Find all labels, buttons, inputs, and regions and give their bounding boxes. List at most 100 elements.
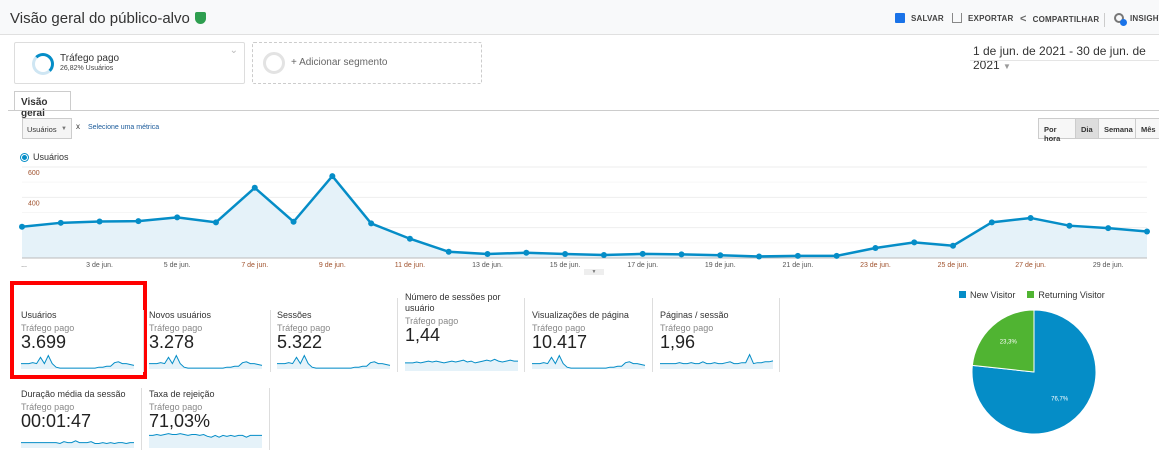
- x-tick-label: 11 de jun.: [394, 262, 426, 269]
- chevron-down-icon[interactable]: ⌄: [229, 45, 238, 56]
- add-segment-button[interactable]: + Adicionar segmento: [252, 42, 482, 84]
- data-point: [368, 220, 375, 227]
- sparkline-fill: [660, 354, 773, 369]
- metric-card[interactable]: Sessões Tráfego pago 5.322: [277, 310, 405, 369]
- highlight-box: [10, 281, 147, 379]
- export-label: EXPORTAR: [968, 13, 1014, 23]
- legend-new-label: New Visitor: [970, 290, 1016, 300]
- x-tick-label: 29 de jun.: [1092, 262, 1124, 269]
- sparkline-line: [21, 440, 134, 445]
- sparkline-fill: [277, 355, 390, 369]
- metric-card[interactable]: Taxa de rejeição Tráfego pago 71,03%: [149, 389, 277, 448]
- data-point: [135, 218, 142, 225]
- metric-name: Novos usuários: [149, 310, 212, 320]
- metric-segment: Tráfego pago: [149, 323, 203, 333]
- pie-slice-label: 76,7%: [1051, 397, 1069, 403]
- save-button[interactable]: SALVAR: [895, 13, 944, 23]
- sparkline-line: [21, 354, 135, 369]
- share-label: COMPARTILHAR: [1032, 14, 1100, 24]
- share-button[interactable]: < COMPARTILHAR: [1020, 13, 1099, 25]
- metric-divider: [141, 388, 142, 450]
- data-point: [445, 248, 452, 255]
- visitor-pie-chart: 76,7% 23,3%: [971, 309, 1097, 435]
- pie-slice-label: 23,3%: [1000, 339, 1018, 345]
- data-point: [290, 218, 297, 225]
- date-underline: [970, 60, 1159, 61]
- sparkline-line: [149, 433, 262, 438]
- x-tick-label: 5 de jun.: [163, 262, 191, 269]
- metric-divider: [270, 310, 271, 372]
- chart-legend: Usuários: [21, 152, 69, 162]
- data-point: [833, 252, 840, 259]
- select-metric-link[interactable]: Selecione uma métrica: [88, 124, 160, 131]
- data-point: [96, 218, 103, 225]
- metric-name: Número de sessões por usuário: [405, 292, 501, 313]
- sparkline-fill: [149, 355, 262, 369]
- granularity-week[interactable]: Semana: [1098, 118, 1136, 139]
- data-point: [406, 235, 413, 242]
- metric-name: Usuários: [21, 310, 57, 320]
- series-line: [21, 174, 1148, 258]
- sparkline-fill: [149, 433, 262, 448]
- metric-sparkline: [149, 433, 262, 448]
- chart-resize-handle[interactable]: ▼: [584, 269, 604, 275]
- metric-value: 10.417: [532, 332, 588, 352]
- segment-name: Tráfego pago: [60, 53, 120, 64]
- save-icon: [895, 13, 905, 23]
- page-title: Visão geral do público-alvo: [10, 10, 206, 27]
- metric-sparkline: [21, 440, 134, 448]
- metric-card[interactable]: Duração média da sessão Tráfego pago 00:01…: [21, 389, 149, 448]
- metric-sparkline: [149, 354, 263, 369]
- metric-card[interactable]: Usuários Tráfego pago 3.699: [21, 310, 149, 369]
- granularity-day[interactable]: Dia: [1075, 118, 1099, 139]
- data-point: [678, 251, 685, 258]
- granularity-hourly[interactable]: Por hora: [1038, 118, 1076, 143]
- legend-returning-visitor: Returning Visitor: [1027, 290, 1105, 300]
- share-icon: <: [1020, 13, 1027, 25]
- pie-slice: [971, 309, 1035, 373]
- dropdown-arrow-icon: ▼: [1003, 62, 1011, 71]
- metric-card[interactable]: Número de sessões por usuário Tráfego pag…: [405, 292, 533, 371]
- data-point: [872, 244, 879, 251]
- data-point: [329, 173, 336, 180]
- data-point: [19, 223, 25, 230]
- remove-metric-button[interactable]: x: [76, 122, 80, 131]
- metric-card[interactable]: Páginas / sessão Tráfego pago 1,96: [660, 310, 788, 369]
- tab-overview[interactable]: Visão geral: [14, 91, 71, 119]
- metric-divider: [397, 298, 398, 372]
- legend-dot-icon: [21, 153, 28, 161]
- data-point: [1066, 222, 1073, 229]
- sparkline-fill: [21, 355, 134, 369]
- page-title-text: Visão geral do público-alvo: [10, 10, 190, 27]
- data-point: [57, 219, 64, 226]
- metric-dropdown-value: Usuários: [27, 125, 57, 134]
- legend-new-visitor: New Visitor: [959, 290, 1015, 300]
- metric-value: 1,96: [660, 332, 696, 352]
- x-tick-label: 17 de jun.: [627, 262, 659, 269]
- data-point: [600, 251, 607, 258]
- toolbar-divider: [1104, 13, 1105, 27]
- x-tick-label: 23 de jun.: [860, 262, 891, 269]
- date-range-picker[interactable]: 1 de jun. de 2021 - 30 de jun. de 2021 ▼: [973, 44, 1159, 72]
- segment-card-paid-traffic[interactable]: Tráfego pago 26,82% Usuários ⌄: [14, 42, 245, 84]
- sparkline-fill: [532, 355, 645, 369]
- metric-name: Sessões: [277, 310, 312, 320]
- metric-card[interactable]: Novos usuários Tráfego pago 3.278: [149, 310, 277, 369]
- tab-divider: [8, 110, 1159, 111]
- metric-card[interactable]: Visualizações de página Tráfego pago 10.41…: [532, 310, 660, 369]
- segment-detail: 26,82% Usuários: [60, 65, 114, 72]
- insights-label: INSIGHTS: [1130, 13, 1159, 23]
- data-point: [639, 250, 646, 257]
- area-fill: [22, 176, 1147, 258]
- save-label: SALVAR: [911, 13, 944, 23]
- metric-dropdown[interactable]: Usuários ▼: [22, 118, 72, 139]
- data-point: [756, 253, 763, 260]
- metric-divider: [269, 388, 270, 450]
- metric-segment: Tráfego pago: [660, 323, 714, 333]
- data-point: [950, 242, 957, 249]
- insights-button[interactable]: INSIGHTS: [1114, 13, 1159, 26]
- metric-segment: Tráfego pago: [405, 316, 459, 326]
- sparkline-fill: [21, 440, 134, 448]
- granularity-month[interactable]: Mês: [1135, 118, 1159, 139]
- export-button[interactable]: EXPORTAR: [952, 13, 1013, 23]
